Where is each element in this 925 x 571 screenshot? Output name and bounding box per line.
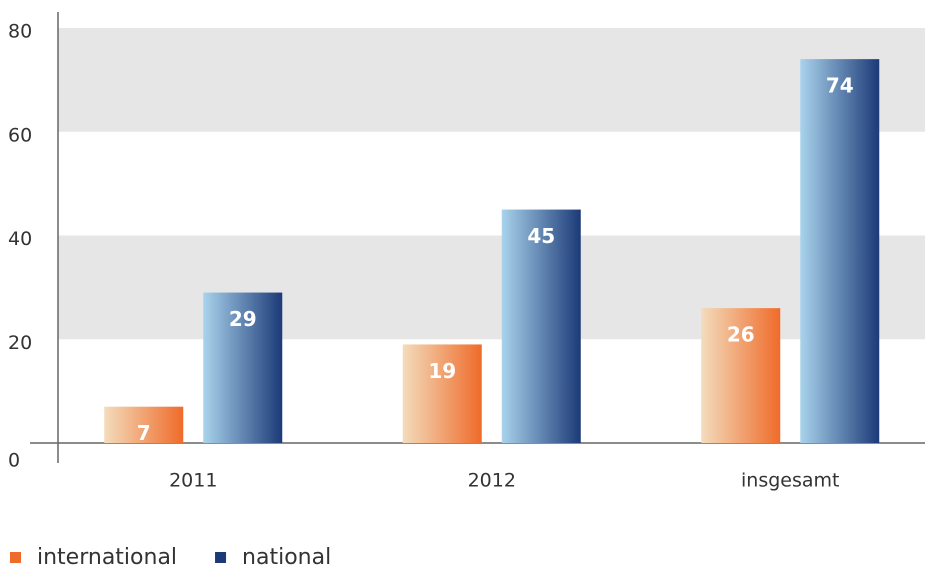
grid-bands: [58, 28, 925, 340]
x-tick-label: 2011: [169, 470, 217, 492]
data-label: 7: [137, 421, 151, 445]
data-label: 26: [727, 323, 755, 347]
y-tick-label: 40: [8, 228, 32, 250]
bar: [701, 308, 781, 443]
y-tick-label: 20: [8, 332, 32, 354]
grid-band: [58, 235, 925, 340]
bar: [800, 59, 880, 443]
legend-label: international: [37, 545, 177, 570]
data-label: 74: [826, 74, 854, 98]
data-label: 29: [229, 307, 257, 331]
bar: [203, 292, 283, 443]
y-tick-label: 0: [8, 450, 20, 472]
legend-swatch: [215, 552, 227, 563]
x-tick-label: insgesamt: [741, 470, 839, 492]
y-tick-label: 60: [8, 124, 32, 146]
x-tick-label: 2012: [468, 470, 516, 492]
y-tick-label: 80: [8, 21, 32, 43]
bar: [402, 344, 482, 443]
bar: [104, 406, 184, 443]
data-label: 19: [428, 359, 456, 383]
grid-band: [58, 28, 925, 132]
legend-label: national: [242, 545, 331, 570]
data-label: 45: [527, 224, 555, 248]
bar: [501, 209, 581, 443]
plot: 7 29 19 45 26 74: [30, 12, 925, 463]
legend-swatch: [10, 552, 21, 563]
